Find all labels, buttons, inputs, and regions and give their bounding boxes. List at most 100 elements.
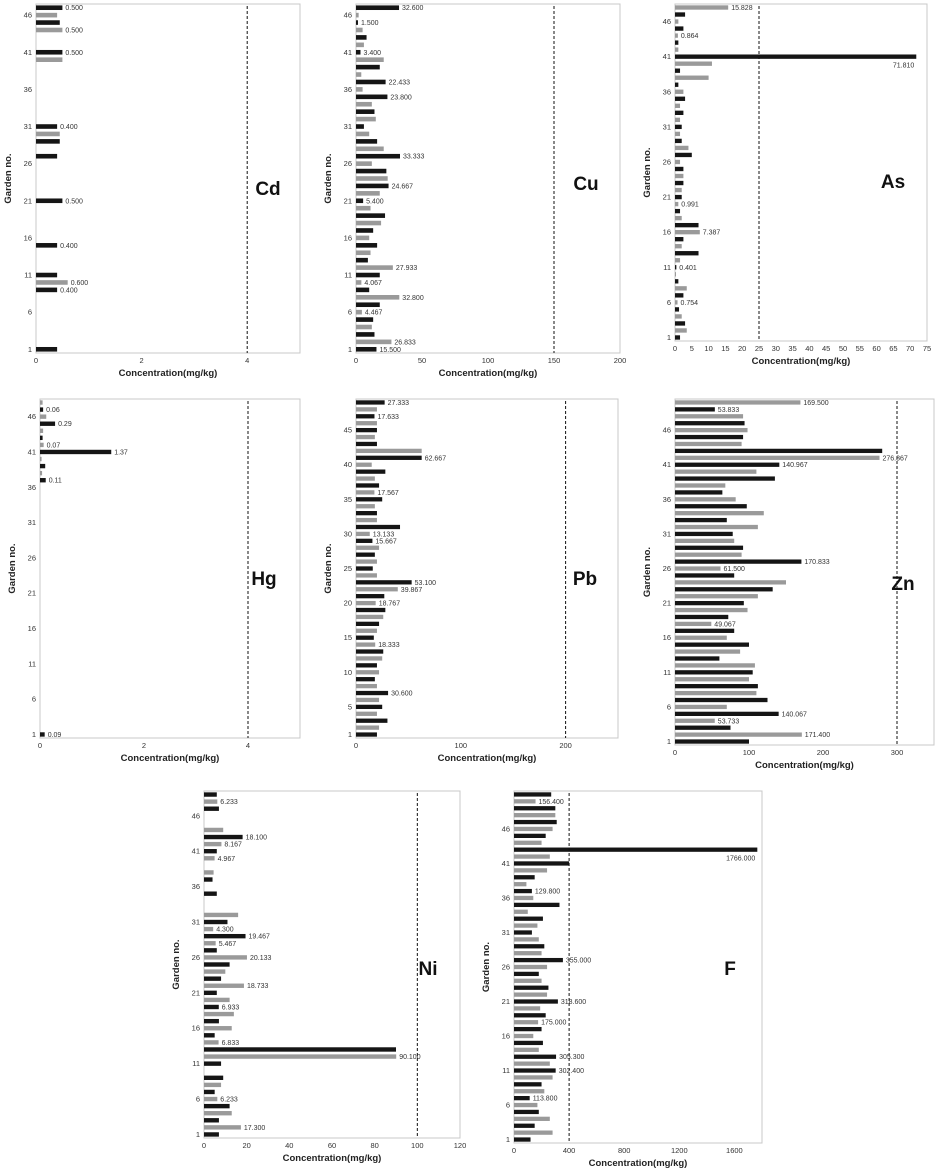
- data-bar: [204, 1082, 222, 1088]
- data-bar: [514, 888, 532, 894]
- data-label: 33.333: [403, 154, 425, 161]
- data-bar: [675, 117, 681, 123]
- data-label: 6.233: [220, 1097, 238, 1104]
- element-label: Cu: [573, 174, 598, 195]
- data-bar: [356, 434, 375, 440]
- data-label: 15.667: [375, 538, 397, 545]
- y-tick-label: 1: [506, 1135, 510, 1144]
- y-tick-label: 1: [28, 345, 32, 354]
- y-axis-title: Garden no.: [3, 153, 14, 203]
- data-bar: [204, 792, 217, 797]
- data-bar: [356, 718, 388, 723]
- data-bar: [514, 1013, 546, 1018]
- data-bar: [356, 35, 367, 40]
- y-tick-label: 16: [24, 233, 32, 242]
- y-tick-label: 36: [24, 85, 32, 94]
- data-label: 1.37: [114, 450, 128, 457]
- data-label: 169.500: [803, 400, 828, 407]
- data-bar: [356, 441, 377, 447]
- data-label: 302.400: [559, 1068, 584, 1075]
- data-bar: [204, 1047, 396, 1052]
- y-tick-label: 46: [192, 811, 200, 820]
- data-bar: [356, 407, 377, 412]
- data-bar: [204, 1118, 219, 1123]
- data-bar: [356, 49, 361, 55]
- y-tick-label: 26: [663, 564, 671, 573]
- data-label: 62.667: [425, 455, 447, 462]
- y-tick-label: 5: [348, 702, 352, 711]
- element-label: F: [724, 959, 736, 980]
- x-tick-label: 100: [743, 748, 756, 757]
- data-bar: [204, 1103, 230, 1109]
- data-bar: [675, 718, 715, 723]
- data-bar: [675, 587, 773, 592]
- data-bar: [204, 948, 217, 953]
- y-tick-label: 36: [663, 495, 671, 504]
- y-tick-label: 41: [192, 847, 200, 856]
- y-tick-label: 26: [28, 553, 36, 562]
- data-label: 5.400: [366, 198, 384, 205]
- data-bar: [204, 1033, 215, 1038]
- data-bar: [356, 57, 384, 62]
- y-tick-label: 16: [28, 624, 36, 633]
- y-tick-label: 41: [663, 460, 671, 469]
- data-bar: [40, 400, 43, 405]
- data-bar: [356, 683, 377, 689]
- data-label: 53.100: [415, 580, 437, 587]
- y-tick-label: 1: [667, 737, 671, 746]
- data-label: 90.100: [399, 1054, 421, 1061]
- x-tick-label: 50: [418, 356, 426, 365]
- data-bar: [514, 923, 538, 928]
- data-bar: [356, 183, 389, 189]
- data-bar: [675, 314, 682, 319]
- x-tick-label: 40: [285, 1141, 293, 1150]
- data-bar: [675, 663, 755, 668]
- data-label: 0.09: [48, 732, 62, 739]
- y-tick-label: 21: [28, 589, 36, 598]
- data-bar: [514, 1020, 539, 1025]
- data-bar: [675, 476, 775, 481]
- data-bar: [356, 552, 375, 557]
- data-bar: [675, 328, 687, 333]
- data-bar: [675, 265, 677, 270]
- y-tick-label: 6: [667, 702, 671, 711]
- data-label: 129.800: [535, 889, 560, 896]
- data-bar: [514, 944, 545, 949]
- data-bar: [356, 462, 372, 467]
- data-bar: [675, 635, 727, 640]
- data-label: 0.11: [49, 478, 62, 485]
- data-label: 1766.000: [726, 856, 755, 863]
- data-bar: [204, 926, 214, 932]
- data-bar: [514, 1102, 538, 1108]
- data-bar: [356, 697, 380, 703]
- data-bar: [356, 448, 422, 454]
- x-tick-label: 45: [822, 344, 830, 353]
- data-bar: [356, 635, 374, 640]
- plot-frame: [674, 398, 935, 746]
- data-bar: [356, 573, 377, 578]
- element-label: Hg: [251, 569, 276, 590]
- data-bar: [675, 173, 684, 179]
- data-label: 32.800: [402, 295, 424, 302]
- x-tick-label: 200: [817, 748, 830, 757]
- x-tick-label: 2: [140, 356, 144, 365]
- data-bar: [675, 40, 679, 45]
- data-bar: [675, 26, 684, 31]
- data-label: 0.400: [60, 243, 78, 250]
- x-axis-title: Concentration(mg/kg): [283, 1153, 382, 1164]
- y-tick-label: 15: [344, 633, 352, 642]
- x-axis-title: Concentration(mg/kg): [121, 753, 220, 764]
- data-bar: [675, 441, 742, 447]
- data-label: 0.500: [65, 28, 83, 35]
- data-label: 23.800: [390, 94, 412, 101]
- data-bar: [356, 205, 371, 211]
- data-bar: [356, 690, 389, 696]
- x-tick-label: 0: [202, 1141, 206, 1150]
- data-bar: [356, 332, 375, 337]
- data-bar: [204, 799, 218, 804]
- data-label: 18.767: [379, 601, 401, 608]
- data-bar: [356, 220, 382, 226]
- data-label: 39.867: [401, 587, 423, 594]
- data-label: 156.400: [539, 799, 564, 806]
- data-bar: [675, 272, 676, 277]
